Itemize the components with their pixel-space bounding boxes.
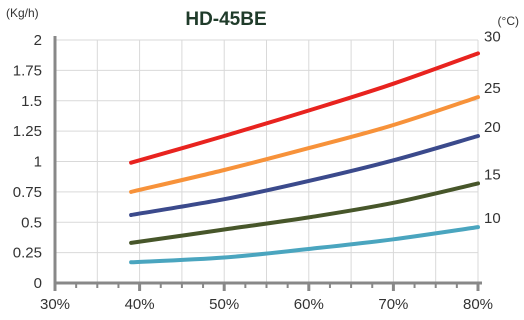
series-line-30 [129, 51, 480, 165]
series-label-30: 30 [484, 28, 501, 45]
x-tick-label: 60% [294, 296, 324, 313]
x-tick-label: 80% [463, 296, 493, 313]
y-tick-label: 1.25 [13, 123, 42, 140]
x-tick-label: 30% [40, 296, 70, 313]
y-tick-label: 1 [34, 154, 42, 171]
x-tick-label: 50% [209, 296, 239, 313]
y-tick-label: 0.75 [13, 184, 42, 201]
series-line-20 [129, 134, 480, 217]
y-tick-label: 1.5 [21, 93, 42, 110]
y-tick-label: 0 [34, 275, 42, 292]
y-tick-label: 0.25 [13, 245, 42, 262]
temperature-unit: (°C) [498, 14, 519, 28]
x-tick-label: 40% [125, 296, 155, 313]
series-line-10 [129, 225, 480, 265]
series-label-15: 15 [484, 166, 501, 183]
series-line-15 [129, 181, 480, 245]
x-tick-label: 70% [378, 296, 408, 313]
series-label-25: 25 [484, 80, 501, 97]
y-tick-label: 0.5 [21, 214, 42, 231]
chart-title: HD-45BE [185, 9, 266, 30]
series-label-20: 20 [484, 119, 501, 136]
series-label-10: 10 [484, 210, 501, 227]
y-tick-label: 1.75 [13, 62, 42, 79]
series-line-25 [129, 95, 480, 194]
y-tick-label: 2 [34, 32, 42, 49]
y-axis-unit: (Kg/h) [6, 6, 39, 20]
